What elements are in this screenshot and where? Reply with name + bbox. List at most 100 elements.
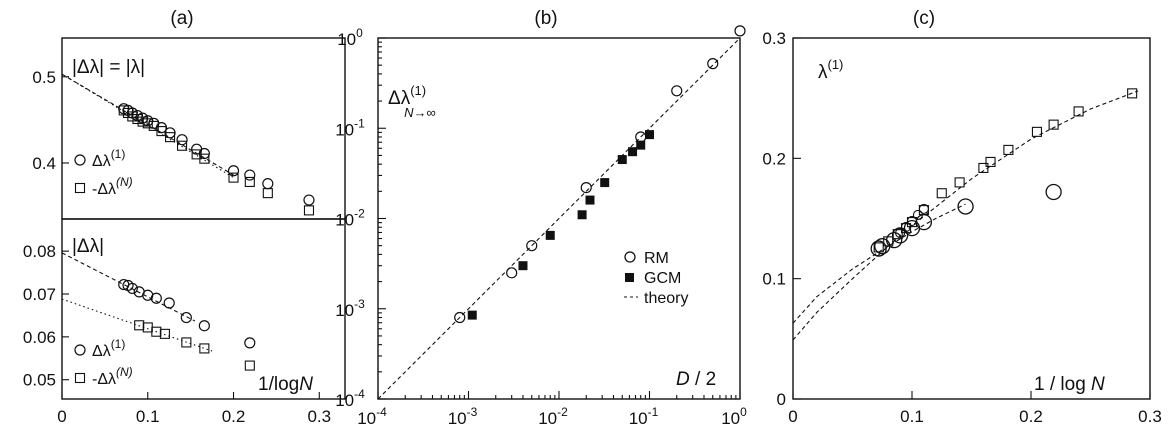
a-top-square-point <box>262 188 273 199</box>
c-large-circle-point <box>1045 183 1062 201</box>
legend-a-top-square-label: -Δλ(N) <box>92 175 133 198</box>
panel-c-plot: 0 0.1 0.2 0.3 0 0.1 0.2 0.3 <box>762 29 1161 426</box>
a-top-square-point <box>142 118 153 129</box>
a-bottom-ytick-label: 0.05 <box>23 371 56 390</box>
a-bottom-fit-line <box>61 298 213 352</box>
a-top-circle-point <box>227 165 240 177</box>
a-xtick-label: 0.2 <box>222 407 246 426</box>
a-top-circle-point <box>176 134 188 146</box>
c-large-circle-point <box>957 198 974 215</box>
panel-title-a: (a) <box>170 8 193 29</box>
b-xtick-label: 10-3 <box>448 405 478 428</box>
c-small-circle-point <box>918 203 929 214</box>
c-xtick-label: 0.2 <box>1019 407 1043 426</box>
legend-b-gcm-label: GCM <box>644 270 681 287</box>
panel-a-top-ylabel: |Δλ| = |λ| <box>72 57 145 78</box>
a-top-square-point <box>177 140 188 151</box>
b-gcm-point <box>585 195 595 205</box>
c-square-point <box>978 162 989 174</box>
panel-a-bottom-plot: 0.05 0.06 0.07 0.08 0 0.1 0.2 0.3 <box>23 242 331 426</box>
c-large-circle-point <box>886 232 903 249</box>
b-rm-point <box>580 181 592 194</box>
c-ytick-label: 0.1 <box>762 270 786 289</box>
a-top-square-point <box>244 176 255 187</box>
panel-a-bottom-frame <box>61 218 346 400</box>
panel-c-frame <box>792 37 1151 400</box>
b-ytick-exponent: -3 <box>354 297 365 311</box>
a-top-circle-point <box>244 169 256 181</box>
b-xtick-label: 10-1 <box>629 405 659 428</box>
b-rm-point <box>506 267 518 279</box>
panel-title-c: (c) <box>913 8 935 29</box>
a-top-square-point <box>148 120 159 131</box>
legend-b-gcm-marker <box>625 273 634 282</box>
a-bottom-square-point <box>159 328 170 339</box>
a-xtick-label: 0.3 <box>307 407 331 426</box>
b-gcm-point <box>577 210 587 220</box>
b-gcm-point <box>545 230 555 240</box>
b-ytick-label: 10-2 <box>335 207 365 230</box>
c-xtick-label: 0 <box>788 407 797 426</box>
a-bottom-ytick-label: 0.07 <box>23 285 56 304</box>
legend-b: RM GCM theory <box>624 250 688 307</box>
legend-a-top-square-marker <box>74 182 86 194</box>
b-gcm-point <box>467 310 477 320</box>
panel-a-top-plot: 0.4 0.5 <box>32 68 315 216</box>
b-ytick-label: 10-3 <box>335 297 365 320</box>
b-ytick-label: 10-4 <box>335 387 365 410</box>
c-square-point <box>936 188 947 199</box>
b-rm-point <box>526 240 538 252</box>
a-bottom-fit-line <box>61 252 196 322</box>
c-small-circle-point <box>900 221 912 232</box>
a-top-square-point <box>156 126 167 137</box>
b-xtick-label: 10-2 <box>538 405 568 428</box>
b-xtick-label: 10-4 <box>357 405 387 428</box>
a-top-square-point <box>137 116 148 127</box>
a-top-circle-point <box>303 194 315 206</box>
b-rm-point <box>707 58 719 70</box>
b-theory-line <box>377 37 741 400</box>
a-top-square-point <box>199 153 210 164</box>
a-xtick-label: 0.1 <box>136 407 160 426</box>
c-square-point <box>1073 106 1084 117</box>
legend-a-bottom-circle-marker <box>74 344 86 356</box>
b-gcm-point <box>645 130 654 140</box>
a-bottom-square-point <box>181 337 192 348</box>
b-ytick-exponent: -1 <box>354 116 365 130</box>
b-rm-point <box>454 311 466 324</box>
a-bottom-ytick-label: 0.08 <box>23 242 56 261</box>
b-ytick-label: 10-1 <box>335 116 365 139</box>
a-bottom-circle-point <box>180 311 192 324</box>
a-top-fit-line <box>61 73 234 176</box>
a-bottom-circle-point <box>244 337 256 349</box>
b-rm-point <box>734 25 746 37</box>
b-xtick-label: 100 <box>721 405 747 428</box>
c-ytick-label: 0 <box>777 390 786 409</box>
a-bottom-square-point <box>199 343 210 354</box>
b-gcm-point <box>600 178 610 188</box>
c-small-circle-point <box>912 209 924 220</box>
legend-a-bottom-square-label: -Δλ(N) <box>92 365 133 388</box>
a-top-circle-point <box>198 147 210 160</box>
c-ytick-label: 0.2 <box>762 149 786 168</box>
b-xtick-exponent: -4 <box>376 405 387 419</box>
legend-b-rm-label: RM <box>644 250 669 267</box>
b-gcm-point <box>628 147 638 157</box>
b-rm-point <box>671 85 683 97</box>
legend-a-top-circle-marker <box>74 154 86 166</box>
a-bottom-circle-point <box>163 297 175 309</box>
a-bottom-square-point <box>142 322 153 333</box>
panel-a-bottom-ylabel: |Δλ| <box>72 236 104 257</box>
b-xtick-exponent: -3 <box>467 405 478 419</box>
b-ytick-label: 100 <box>337 26 363 49</box>
panel-b-xlabel: D / 2 <box>676 369 716 390</box>
c-fit-curve <box>792 90 1139 341</box>
c-square-point <box>873 242 884 253</box>
a-bottom-circle-point <box>126 282 138 295</box>
b-xtick-exponent: -1 <box>648 405 659 419</box>
c-square-point <box>954 177 965 188</box>
legend-a-bottom-square-marker <box>74 372 86 384</box>
c-large-circle-point <box>870 240 887 257</box>
a-top-square-point <box>127 111 138 122</box>
a-bottom-circle-point <box>150 292 162 304</box>
